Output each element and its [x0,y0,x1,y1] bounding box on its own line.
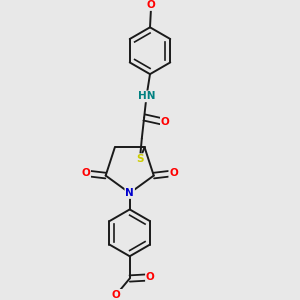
Text: O: O [111,290,120,300]
Text: O: O [147,0,155,10]
Text: O: O [81,168,90,178]
Text: O: O [169,168,178,178]
Text: O: O [146,272,155,282]
Text: S: S [136,154,144,164]
Text: N: N [125,188,134,198]
Text: HN: HN [138,92,155,101]
Text: O: O [161,117,170,127]
